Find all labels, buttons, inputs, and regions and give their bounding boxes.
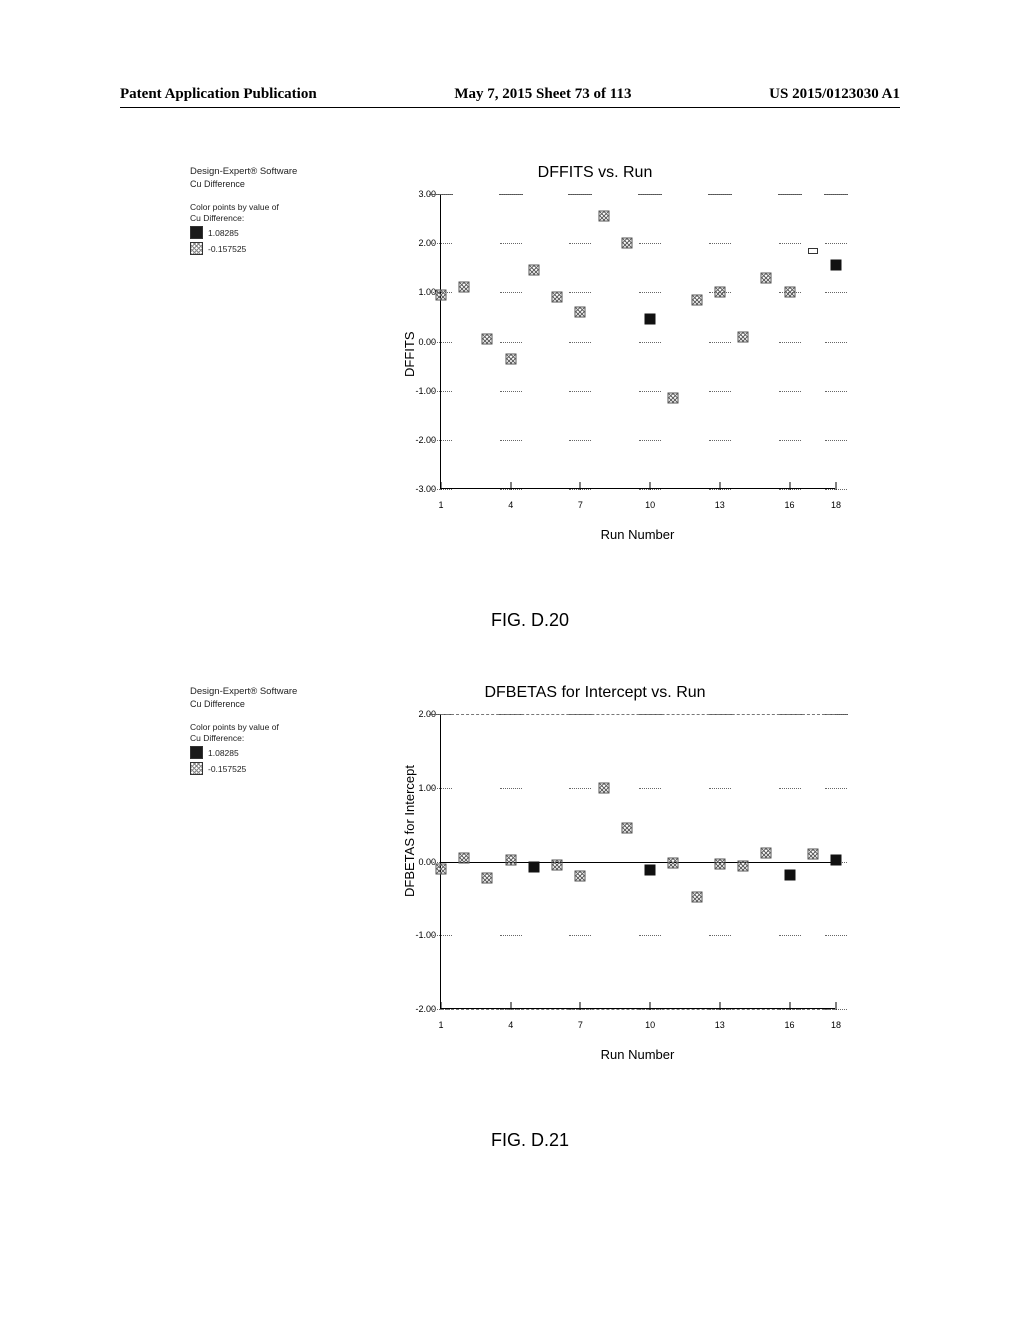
data-point [761,272,772,283]
chart2-title: DFBETAS for Intercept vs. Run [345,684,845,702]
data-point [552,860,563,871]
legend-colorby: Color points by value of Cu Difference: [190,202,345,223]
data-point [691,294,702,305]
chart2-plot-area: 2.001.000.00-1.00-2.0014710131618 [440,714,835,1009]
data-point [831,855,842,866]
data-point [761,847,772,858]
data-point [738,860,749,871]
legend-lo: -0.157525 [190,242,345,255]
xtick-label: 4 [508,1008,513,1030]
data-point [482,334,493,345]
data-point [645,314,656,325]
header-left: Patent Application Publication [120,86,317,103]
data-point [668,857,679,868]
legend-hi: 1.08285 [190,226,345,239]
chart-dffits: DFFITS vs. Run 3.002.001.000.00-1.00-2.0… [345,160,845,560]
legend2-lo: -0.157525 [190,762,345,775]
legend-lo-value: -0.157525 [208,244,246,255]
data-point [831,260,842,271]
xtick-label: 1 [438,488,443,510]
data-point [598,211,609,222]
chart1-xlabel: Run Number [440,527,835,542]
swatch-dark-icon [190,746,203,759]
figure-d21: Design-Expert® Software Cu Difference Co… [190,680,870,1080]
data-point [575,307,586,318]
header-mid: May 7, 2015 Sheet 73 of 113 [454,86,631,103]
swatch-dark-icon [190,226,203,239]
xtick-label: 10 [645,1008,655,1030]
data-point [505,353,516,364]
page-header: Patent Application Publication May 7, 20… [120,86,900,108]
data-point [436,289,447,300]
data-point [714,287,725,298]
data-point [598,782,609,793]
legend2-software: Design-Expert® Software [190,686,345,698]
legend-software: Design-Expert® Software [190,166,345,178]
swatch-hatch-icon [190,242,203,255]
xtick-label: 16 [785,1008,795,1030]
xtick-label: 1 [438,1008,443,1030]
xtick-label: 10 [645,488,655,510]
data-point [528,862,539,873]
data-point [459,852,470,863]
header-right: US 2015/0123030 A1 [769,86,900,103]
data-point [552,292,563,303]
xtick-label: 18 [831,488,841,510]
xtick-label: 4 [508,488,513,510]
data-point [738,331,749,342]
data-point [645,865,656,876]
legend2-colorby: Color points by value of Cu Difference: [190,722,345,743]
xtick-label: 7 [578,488,583,510]
legend2-response: Cu Difference [190,699,345,710]
data-point [621,238,632,249]
legend-hi-value: 1.08285 [208,228,239,239]
xtick-label: 16 [785,488,795,510]
legend2-hi-value: 1.08285 [208,748,239,759]
data-point [436,863,447,874]
chart2-ylabel: DFBETAS for Intercept [402,765,417,897]
data-point [668,393,679,404]
legend2-lo-value: -0.157525 [208,764,246,775]
xtick-label: 13 [715,1008,725,1030]
data-point [808,248,818,254]
chart-dfbetas: DFBETAS for Intercept vs. Run 2.001.000.… [345,680,845,1080]
data-point [807,849,818,860]
data-point [505,855,516,866]
xtick-label: 18 [831,1008,841,1030]
chart1-ylabel: DFFITS [402,331,417,377]
xtick-label: 7 [578,1008,583,1030]
data-point [459,282,470,293]
data-point [691,891,702,902]
data-point [575,871,586,882]
data-point [482,872,493,883]
figure-d20: Design-Expert® Software Cu Difference Co… [190,160,870,560]
chart2-xlabel: Run Number [440,1047,835,1062]
swatch-hatch-icon [190,762,203,775]
data-point [621,823,632,834]
legend-response: Cu Difference [190,179,345,190]
chart1-title: DFFITS vs. Run [345,164,845,182]
legend-1: Design-Expert® Software Cu Difference Co… [190,160,345,560]
legend-2: Design-Expert® Software Cu Difference Co… [190,680,345,1080]
data-point [784,287,795,298]
figcaption-d21: FIG. D.21 [190,1130,870,1151]
legend2-hi: 1.08285 [190,746,345,759]
figcaption-d20: FIG. D.20 [190,610,870,631]
data-point [528,265,539,276]
data-point [714,859,725,870]
chart1-plot-area: 3.002.001.000.00-1.00-2.00-3.00147101316… [440,194,835,489]
data-point [784,869,795,880]
xtick-label: 13 [715,488,725,510]
